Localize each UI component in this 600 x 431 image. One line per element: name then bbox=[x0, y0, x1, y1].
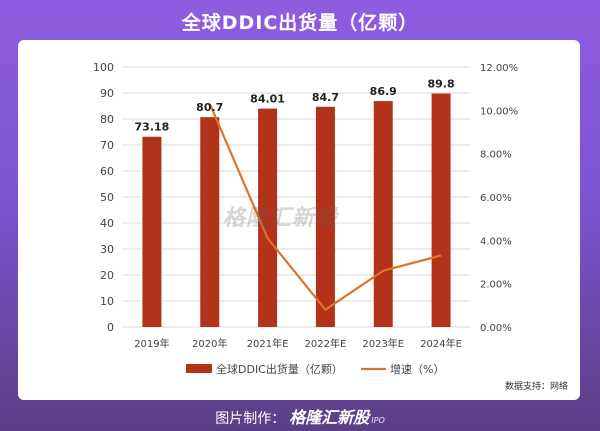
growth-line-layer bbox=[208, 103, 442, 311]
growth-line bbox=[208, 103, 442, 311]
y2-tick-label: 2.00% bbox=[480, 280, 512, 291]
y2-tick-label: 0.00% bbox=[480, 323, 512, 334]
footer-prefix: 图片制作： bbox=[215, 411, 286, 427]
bar-value-label: 86.9 bbox=[370, 85, 397, 98]
legend-bar-swatch bbox=[186, 364, 212, 373]
bar-value-label: 84.7 bbox=[312, 91, 339, 104]
chart-title: 全球DDIC出货量（亿颗） bbox=[181, 12, 419, 34]
bar bbox=[431, 93, 451, 327]
y-tick-label: 20 bbox=[100, 269, 114, 282]
bar bbox=[200, 117, 220, 328]
y2-tick-label: 12.00% bbox=[480, 63, 518, 74]
footer-brand: 格隆汇新股 bbox=[289, 408, 370, 427]
grid bbox=[123, 66, 470, 328]
chart-card: 0 10 20 30 40 50 60 70 80 90 100 0.00% 2.00% 4.00% 6.0… bbox=[18, 40, 580, 400]
y-tick-label: 30 bbox=[100, 243, 114, 256]
legend: 全球DDIC出货量（亿颗） 增速（%） bbox=[186, 362, 444, 376]
legend-line-label: 增速（%） bbox=[390, 362, 444, 376]
x-tick-label: 2022年E bbox=[305, 337, 347, 350]
y-tick-label: 60 bbox=[100, 165, 114, 178]
footer: 图片制作： 格隆汇新股 IPO bbox=[0, 404, 600, 428]
bar-value-label: 73.18 bbox=[135, 121, 170, 134]
y2-tick-label: 6.00% bbox=[480, 193, 512, 204]
bar-value-label: 89.8 bbox=[428, 78, 455, 91]
x-tick-label: 2019年 bbox=[134, 337, 169, 350]
x-tick-label: 2021年E bbox=[247, 337, 289, 350]
watermark: 格隆汇新股 bbox=[223, 206, 339, 231]
y-tick-label: 100 bbox=[93, 61, 114, 74]
y2-tick-label: 8.00% bbox=[480, 150, 512, 161]
y-tick-label: 0 bbox=[107, 321, 114, 334]
y-tick-label: 70 bbox=[100, 139, 114, 152]
x-tick-label: 2023年E bbox=[362, 337, 404, 350]
bars bbox=[142, 93, 451, 328]
bar bbox=[258, 108, 278, 327]
bar-value-label: 80.7 bbox=[196, 101, 223, 114]
chart-svg: 0 10 20 30 40 50 60 70 80 90 100 0.00% 2.00% 4.00% 6.0… bbox=[93, 61, 518, 376]
y-tick-label: 50 bbox=[100, 191, 114, 204]
y-tick-label: 10 bbox=[100, 295, 114, 308]
y2-tick-label: 4.00% bbox=[480, 236, 512, 247]
y-tick-label: 90 bbox=[100, 87, 114, 100]
bar-value-label: 84.01 bbox=[250, 93, 285, 106]
labels: 0 10 20 30 40 50 60 70 80 90 100 0.00% 2.00% 4.00% 6.0… bbox=[93, 61, 518, 350]
x-tick-label: 2024年E bbox=[420, 337, 462, 350]
x-tick-label: 2020年 bbox=[192, 337, 227, 350]
bar bbox=[142, 136, 162, 327]
y-tick-label: 80 bbox=[100, 113, 114, 126]
legend-bar-label: 全球DDIC出货量（亿颗） bbox=[216, 362, 343, 376]
footer-ipo: IPO bbox=[371, 416, 385, 425]
source-note: 数据支持：网络 bbox=[504, 382, 568, 392]
y-tick-label: 40 bbox=[100, 217, 114, 230]
bar bbox=[373, 101, 393, 327]
bar bbox=[315, 106, 335, 327]
y2-tick-label: 10.00% bbox=[480, 106, 518, 117]
